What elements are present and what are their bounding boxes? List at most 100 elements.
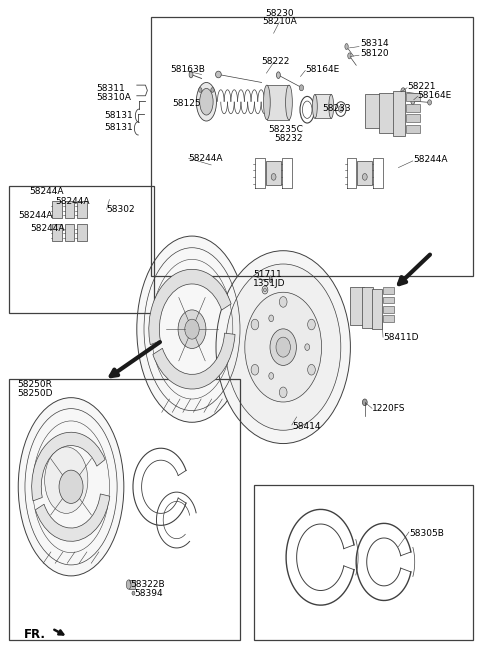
Text: FR.: FR. <box>24 628 46 641</box>
Text: 58222: 58222 <box>262 57 290 66</box>
Text: 58244A: 58244A <box>189 154 223 163</box>
Bar <box>129 580 135 589</box>
Ellipse shape <box>362 174 367 180</box>
Bar <box>365 94 382 128</box>
Bar <box>406 114 420 122</box>
Bar <box>315 94 331 118</box>
Ellipse shape <box>279 387 287 398</box>
Ellipse shape <box>428 100 432 105</box>
Ellipse shape <box>45 447 88 513</box>
Ellipse shape <box>216 251 350 444</box>
Ellipse shape <box>199 88 202 92</box>
Text: 1351JD: 1351JD <box>253 279 286 289</box>
Text: 58230: 58230 <box>265 9 294 18</box>
Bar <box>266 161 281 185</box>
Text: 58163B: 58163B <box>170 65 205 74</box>
Text: 58232: 58232 <box>275 134 303 143</box>
Ellipse shape <box>269 372 274 379</box>
Text: 58411D: 58411D <box>383 333 419 342</box>
Ellipse shape <box>270 329 296 366</box>
Ellipse shape <box>200 88 213 115</box>
Text: 58250R: 58250R <box>17 380 52 389</box>
Text: 58302: 58302 <box>107 205 135 214</box>
Ellipse shape <box>338 106 343 112</box>
Ellipse shape <box>286 85 292 120</box>
Bar <box>383 315 394 322</box>
Wedge shape <box>153 333 235 389</box>
Bar <box>52 201 62 218</box>
Bar <box>406 93 420 101</box>
Bar <box>372 289 382 329</box>
Text: 51711: 51711 <box>253 270 282 279</box>
Ellipse shape <box>300 84 304 90</box>
Ellipse shape <box>345 44 348 49</box>
Ellipse shape <box>312 94 317 118</box>
Bar <box>65 223 74 241</box>
Ellipse shape <box>269 315 274 322</box>
Ellipse shape <box>411 98 415 104</box>
Text: 58210A: 58210A <box>262 17 297 27</box>
Ellipse shape <box>308 319 315 330</box>
Text: 58221: 58221 <box>407 82 435 91</box>
Text: 58314: 58314 <box>360 39 389 49</box>
Bar <box>254 485 473 640</box>
Text: 58164E: 58164E <box>418 91 452 100</box>
Ellipse shape <box>305 344 310 350</box>
Ellipse shape <box>178 310 206 348</box>
Ellipse shape <box>245 292 322 402</box>
Wedge shape <box>36 494 110 541</box>
Ellipse shape <box>348 53 351 59</box>
Bar <box>362 287 373 328</box>
Bar <box>383 287 394 294</box>
Ellipse shape <box>126 580 131 589</box>
Bar <box>393 91 405 136</box>
Bar <box>52 223 62 241</box>
Ellipse shape <box>137 236 247 422</box>
Text: 58244A: 58244A <box>31 223 65 233</box>
Text: 58244A: 58244A <box>55 197 90 206</box>
Ellipse shape <box>251 319 259 330</box>
Wedge shape <box>32 432 105 501</box>
Bar <box>357 161 372 185</box>
Text: 58120: 58120 <box>360 49 389 58</box>
Bar <box>151 17 473 276</box>
Text: 58322B: 58322B <box>131 580 165 589</box>
Bar <box>9 186 154 313</box>
Ellipse shape <box>226 264 341 430</box>
Text: 58235C: 58235C <box>268 124 303 134</box>
Bar <box>350 287 364 325</box>
Ellipse shape <box>132 591 135 595</box>
Text: 58164E: 58164E <box>305 65 339 74</box>
Ellipse shape <box>59 470 83 503</box>
Ellipse shape <box>18 398 124 576</box>
Ellipse shape <box>271 174 276 180</box>
Ellipse shape <box>279 297 287 307</box>
Text: 58244A: 58244A <box>29 187 63 196</box>
Ellipse shape <box>189 71 193 78</box>
Ellipse shape <box>276 72 280 78</box>
Bar <box>406 125 420 133</box>
Text: 58233: 58233 <box>323 104 351 113</box>
Text: 58305B: 58305B <box>409 529 444 538</box>
Ellipse shape <box>196 82 216 121</box>
Bar <box>406 104 420 112</box>
Ellipse shape <box>216 71 221 78</box>
Ellipse shape <box>211 88 214 92</box>
Bar <box>65 201 74 218</box>
Wedge shape <box>149 269 231 344</box>
Ellipse shape <box>329 94 334 118</box>
Ellipse shape <box>264 85 270 120</box>
Bar <box>383 306 394 313</box>
Bar <box>383 297 394 303</box>
Ellipse shape <box>362 399 367 406</box>
Bar <box>379 93 394 133</box>
Text: 58131: 58131 <box>105 123 133 132</box>
Text: 58414: 58414 <box>292 422 320 432</box>
Bar <box>77 201 87 218</box>
Text: 1220FS: 1220FS <box>372 404 406 414</box>
Text: 58131: 58131 <box>105 111 133 120</box>
Ellipse shape <box>276 337 290 357</box>
Ellipse shape <box>269 276 272 283</box>
Text: 58394: 58394 <box>134 589 163 599</box>
Ellipse shape <box>185 319 199 339</box>
